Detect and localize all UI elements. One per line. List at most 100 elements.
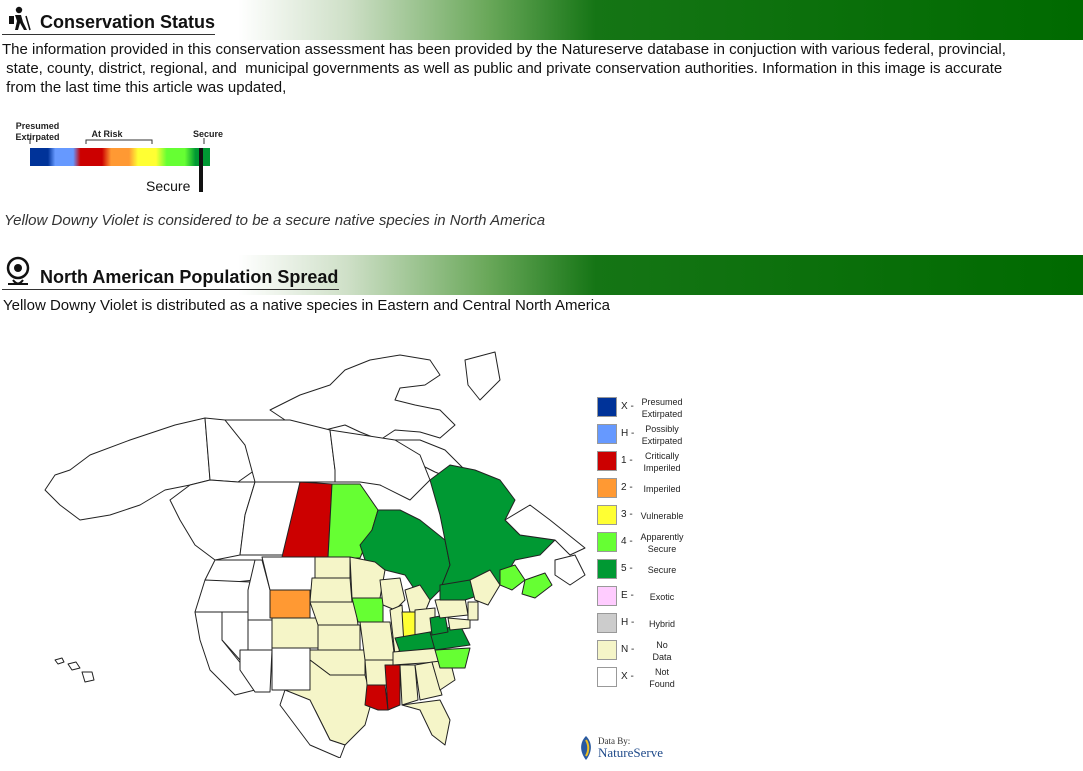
greenland	[464, 351, 501, 401]
new-york	[439, 579, 481, 601]
legend-label: Secure	[647, 565, 677, 575]
conservation-status-title: Conservation Status	[40, 12, 216, 32]
population-paragraph: Yellow Downy Violet is distributed as a …	[3, 297, 610, 314]
conservation-title-underline	[2, 34, 215, 35]
arizona	[239, 649, 273, 693]
natureserve-leaf-icon	[581, 736, 591, 760]
legend-row-possibly-extirpated: H - Possibly Extirpated	[597, 424, 697, 446]
population-spread-title: North American Population Spread	[40, 267, 339, 287]
labrador	[504, 504, 586, 556]
legend-code: X -	[621, 401, 634, 412]
nunavut	[329, 429, 431, 501]
legend-label: Apparently Secure	[640, 532, 684, 554]
conservation-statement: Yellow Downy Violet is considered to be …	[4, 212, 546, 229]
logo-data-by: Data By:	[598, 736, 631, 746]
legend-swatch	[597, 424, 617, 444]
conservation-header-bar	[0, 0, 1083, 40]
florida	[401, 699, 451, 746]
conservation-paragraph-line2: state, county, district, regional, and m…	[2, 60, 1003, 77]
conservation-paragraph-line3: from the last time this article was upda…	[2, 79, 287, 96]
maryland	[447, 617, 471, 631]
population-header-bar	[0, 255, 1083, 295]
quebec	[429, 464, 556, 601]
hiker-icon	[9, 6, 31, 31]
pennsylvania	[434, 597, 469, 619]
legend-label: Vulnerable	[640, 511, 684, 521]
legend-code: 3 -	[621, 509, 633, 520]
montana	[261, 556, 316, 591]
mexico	[279, 689, 346, 758]
scale-label-presumed: Presumed	[15, 121, 60, 131]
colorado	[271, 617, 319, 649]
hawaii	[54, 657, 95, 683]
legend-swatch	[597, 586, 617, 606]
alabama	[399, 664, 419, 706]
nova-scotia	[521, 572, 553, 599]
legend-code: 4 -	[621, 536, 633, 547]
new-england	[469, 569, 501, 606]
legend-code: N -	[621, 644, 635, 655]
legend-label: Exotic	[649, 592, 675, 602]
north-carolina	[434, 647, 471, 669]
arctic-islands	[269, 354, 456, 441]
georgia-state	[414, 661, 443, 701]
newfoundland	[554, 554, 586, 586]
logo-natureserve: NatureServe	[598, 745, 663, 760]
legend-row-no-data: N - No Data	[597, 640, 697, 662]
legend-swatch	[597, 667, 617, 687]
scale-label-extirpated: Extirpated	[15, 132, 60, 142]
north-america-distribution-map	[44, 351, 586, 758]
legend-code: 1 -	[621, 455, 633, 466]
legend-code: H -	[621, 428, 635, 439]
iowa	[351, 597, 384, 623]
washington	[204, 559, 256, 584]
legend-swatch	[597, 451, 617, 471]
legend-row-exotic: E - Exotic	[597, 586, 697, 608]
north-dakota	[314, 556, 351, 579]
legend-row-apparently-secure: 4 - Apparently Secure	[597, 532, 697, 554]
legend-code: 5 -	[621, 563, 633, 574]
legend-row-vulnerable: 3 - Vulnerable	[597, 505, 697, 527]
legend-code: E -	[621, 590, 634, 601]
legend-label: No Data	[652, 640, 672, 662]
legend-label: Not Found	[649, 667, 675, 689]
louisiana	[364, 684, 389, 711]
michigan	[404, 584, 431, 613]
legend-swatch	[597, 613, 617, 633]
kansas	[317, 624, 361, 651]
wyoming-state	[269, 589, 311, 619]
legend-swatch	[597, 559, 617, 579]
alberta	[239, 481, 301, 556]
legend-row-presumed-extirpated: X - Presumed Extirpated	[597, 397, 697, 419]
population-title-underline	[2, 289, 339, 290]
utah	[247, 619, 273, 651]
legend-row-critically-imperiled: 1 - Critically Imperiled	[597, 451, 697, 473]
wisconsin	[379, 577, 406, 611]
legend-row-not-found: X - Not Found	[597, 667, 697, 689]
legend-row-secure: 5 - Secure	[597, 559, 697, 581]
legend-label: Possibly Extirpated	[641, 424, 683, 446]
legend-swatch	[597, 505, 617, 525]
new-jersey	[467, 601, 479, 621]
legend-label: Hybrid	[648, 619, 675, 629]
new-brunswick	[499, 564, 526, 591]
nebraska	[309, 601, 359, 626]
legend-row-hybrid: H - Hybrid	[597, 613, 697, 635]
legend-swatch	[597, 640, 617, 660]
conservation-paragraph-line1: The information provided in this conserv…	[2, 41, 1006, 58]
globe-pin-icon	[6, 256, 30, 285]
map-legend: X - Presumed Extirpated H - Possibly Extir…	[597, 397, 707, 697]
legend-code: H -	[621, 617, 635, 628]
legend-code: X -	[621, 671, 634, 682]
legend-swatch	[597, 532, 617, 552]
scale-label-secure: Secure	[192, 129, 224, 139]
missouri	[359, 621, 396, 661]
oregon	[194, 579, 251, 613]
south-dakota	[309, 577, 353, 603]
legend-label: Imperiled	[643, 484, 681, 494]
legend-swatch	[597, 397, 617, 417]
new-mexico	[271, 647, 311, 691]
conservation-scale-bar	[29, 138, 210, 192]
legend-row-imperiled: 2 - Imperiled	[597, 478, 697, 500]
scale-marker-label: Secure	[146, 178, 191, 194]
